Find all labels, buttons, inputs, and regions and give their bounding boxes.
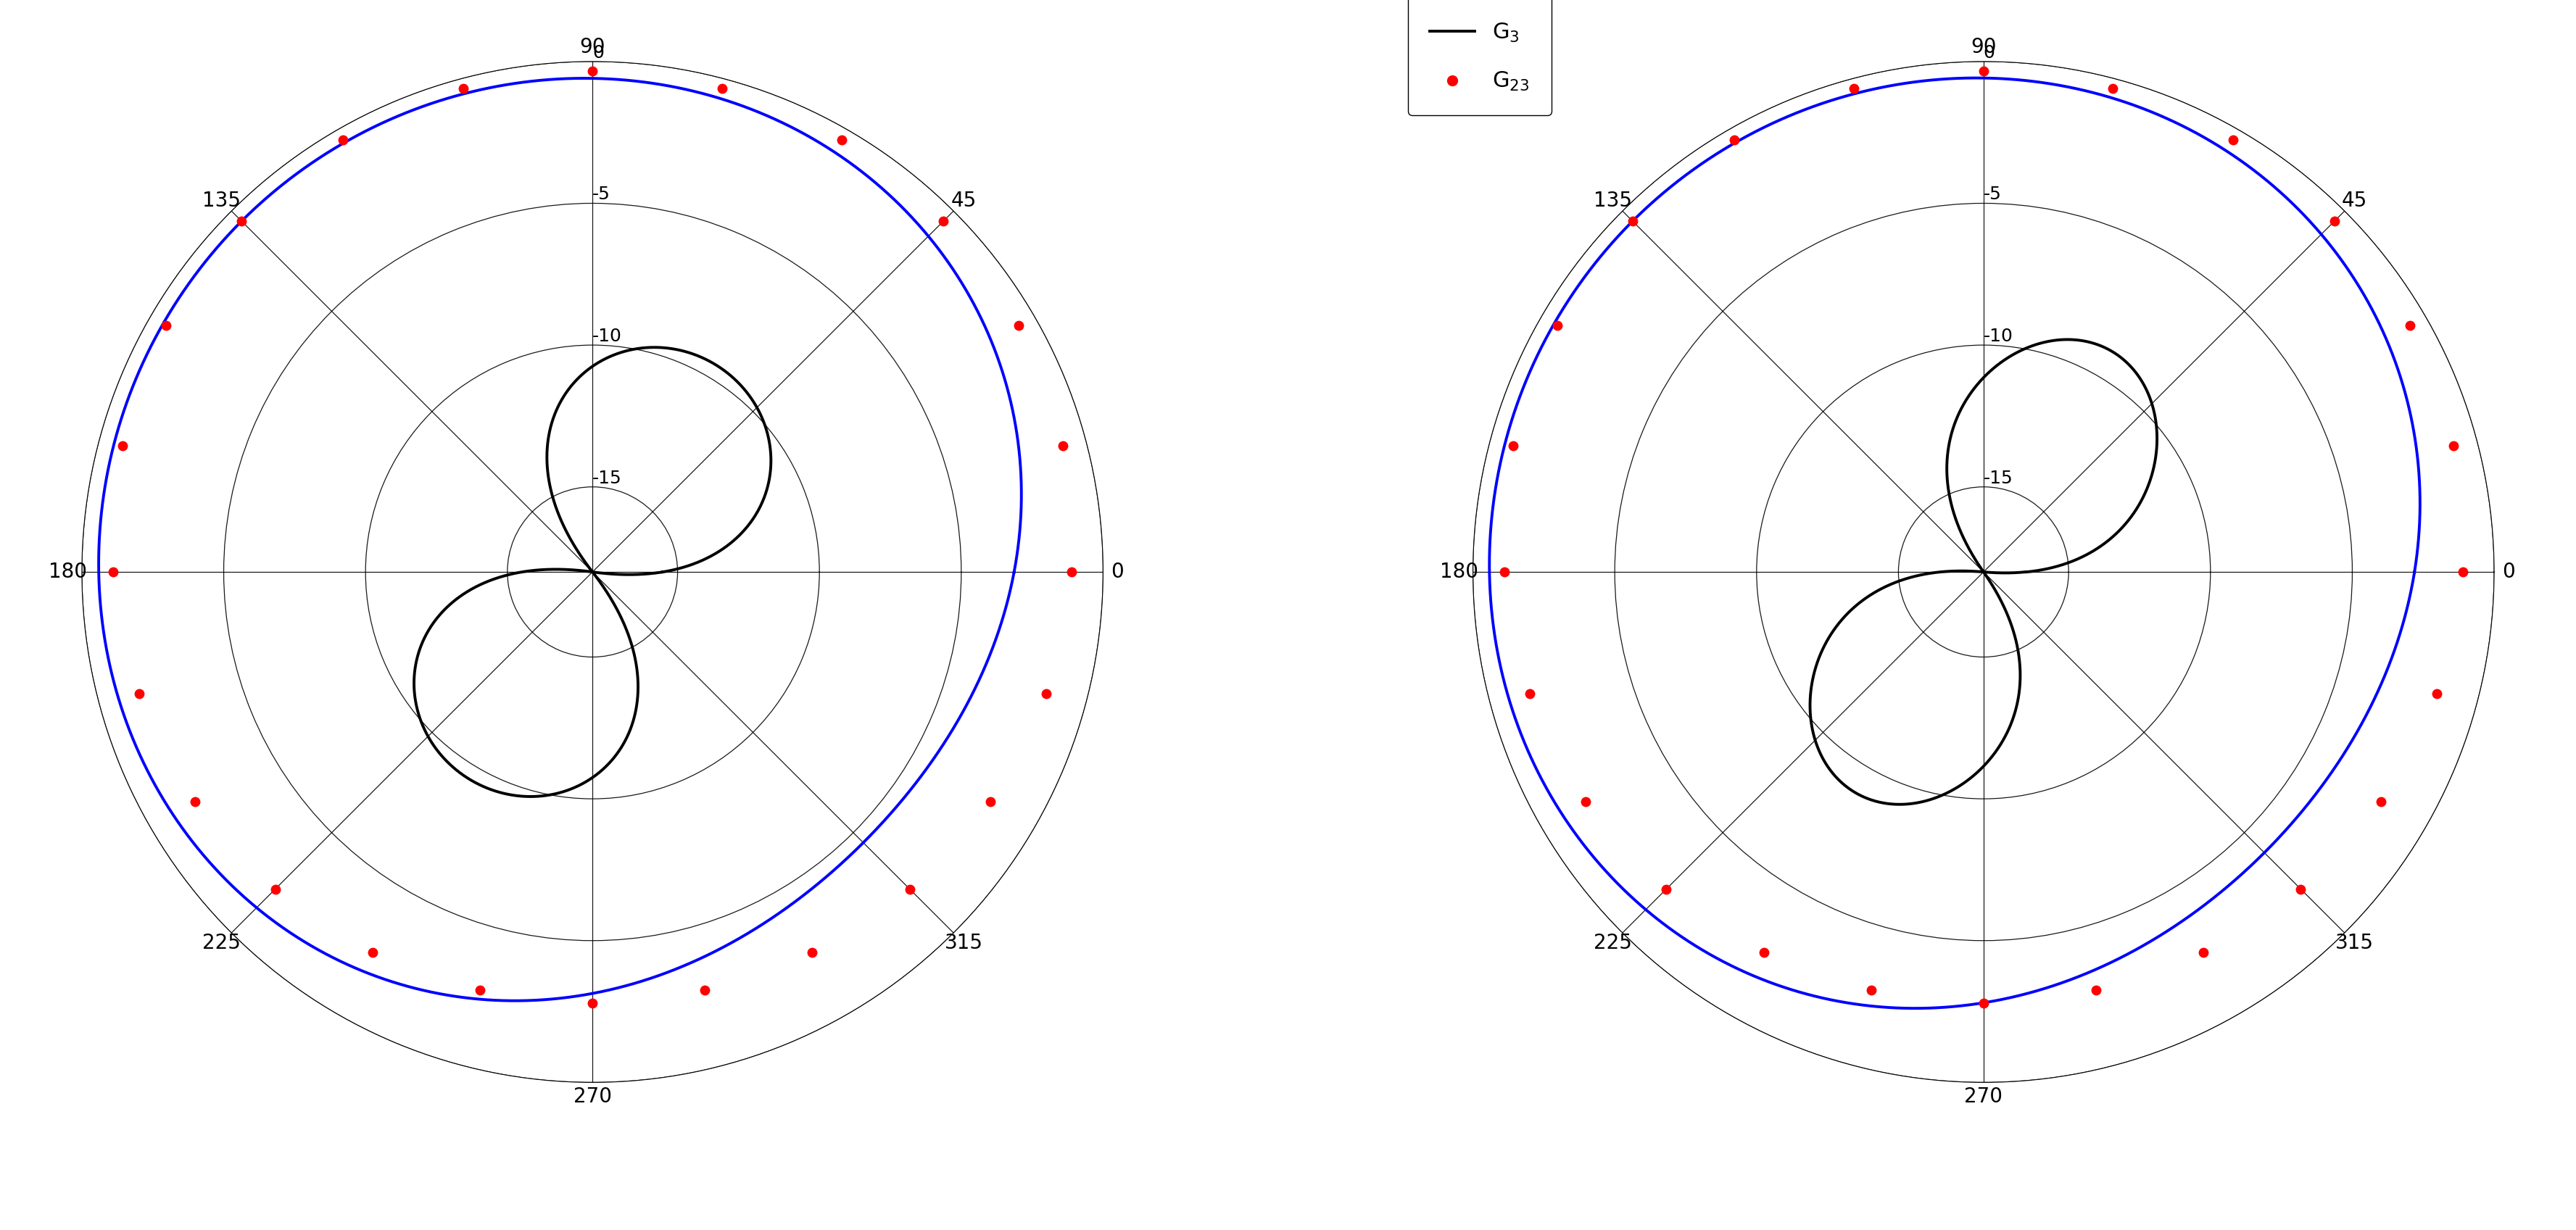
Point — [1646, 879, 1687, 899]
Point — [1834, 79, 1875, 98]
Point — [2434, 437, 2476, 456]
Point — [144, 316, 185, 336]
Point — [1043, 437, 1084, 456]
Point — [2182, 942, 2223, 962]
Point — [969, 792, 1010, 812]
Point — [2213, 130, 2254, 150]
Point — [1613, 212, 1654, 231]
Point — [255, 879, 296, 899]
Point — [1850, 980, 1891, 1000]
Point — [322, 130, 363, 150]
Point — [889, 879, 930, 899]
Point — [1713, 130, 1754, 150]
Point — [1051, 562, 1092, 582]
Point — [1744, 942, 1785, 962]
Point — [2360, 792, 2401, 812]
Point — [685, 980, 726, 1000]
Legend: G$_2$, G$_3$, G$_{23}$: G$_2$, G$_3$, G$_{23}$ — [1409, 0, 1551, 116]
Point — [1510, 684, 1551, 704]
Point — [999, 316, 1041, 336]
Point — [118, 684, 160, 704]
Point — [2442, 562, 2483, 582]
Point — [2280, 879, 2321, 899]
Point — [93, 562, 134, 582]
Point — [2416, 684, 2458, 704]
Point — [1535, 316, 1577, 336]
Point — [2391, 316, 2432, 336]
Point — [1484, 562, 1525, 582]
Point — [1963, 993, 2004, 1012]
Point — [1963, 62, 2004, 81]
Point — [701, 79, 742, 98]
Point — [100, 437, 142, 456]
Point — [443, 79, 484, 98]
Point — [1492, 437, 1533, 456]
Point — [2313, 212, 2354, 231]
Point — [175, 792, 216, 812]
Point — [572, 993, 613, 1012]
Point — [2092, 79, 2133, 98]
Point — [2076, 980, 2117, 1000]
Point — [353, 942, 394, 962]
Point — [822, 130, 863, 150]
Point — [922, 212, 963, 231]
Point — [459, 980, 500, 1000]
Point — [791, 942, 832, 962]
Point — [1025, 684, 1066, 704]
Point — [1566, 792, 1607, 812]
Point — [222, 212, 263, 231]
Point — [572, 62, 613, 81]
